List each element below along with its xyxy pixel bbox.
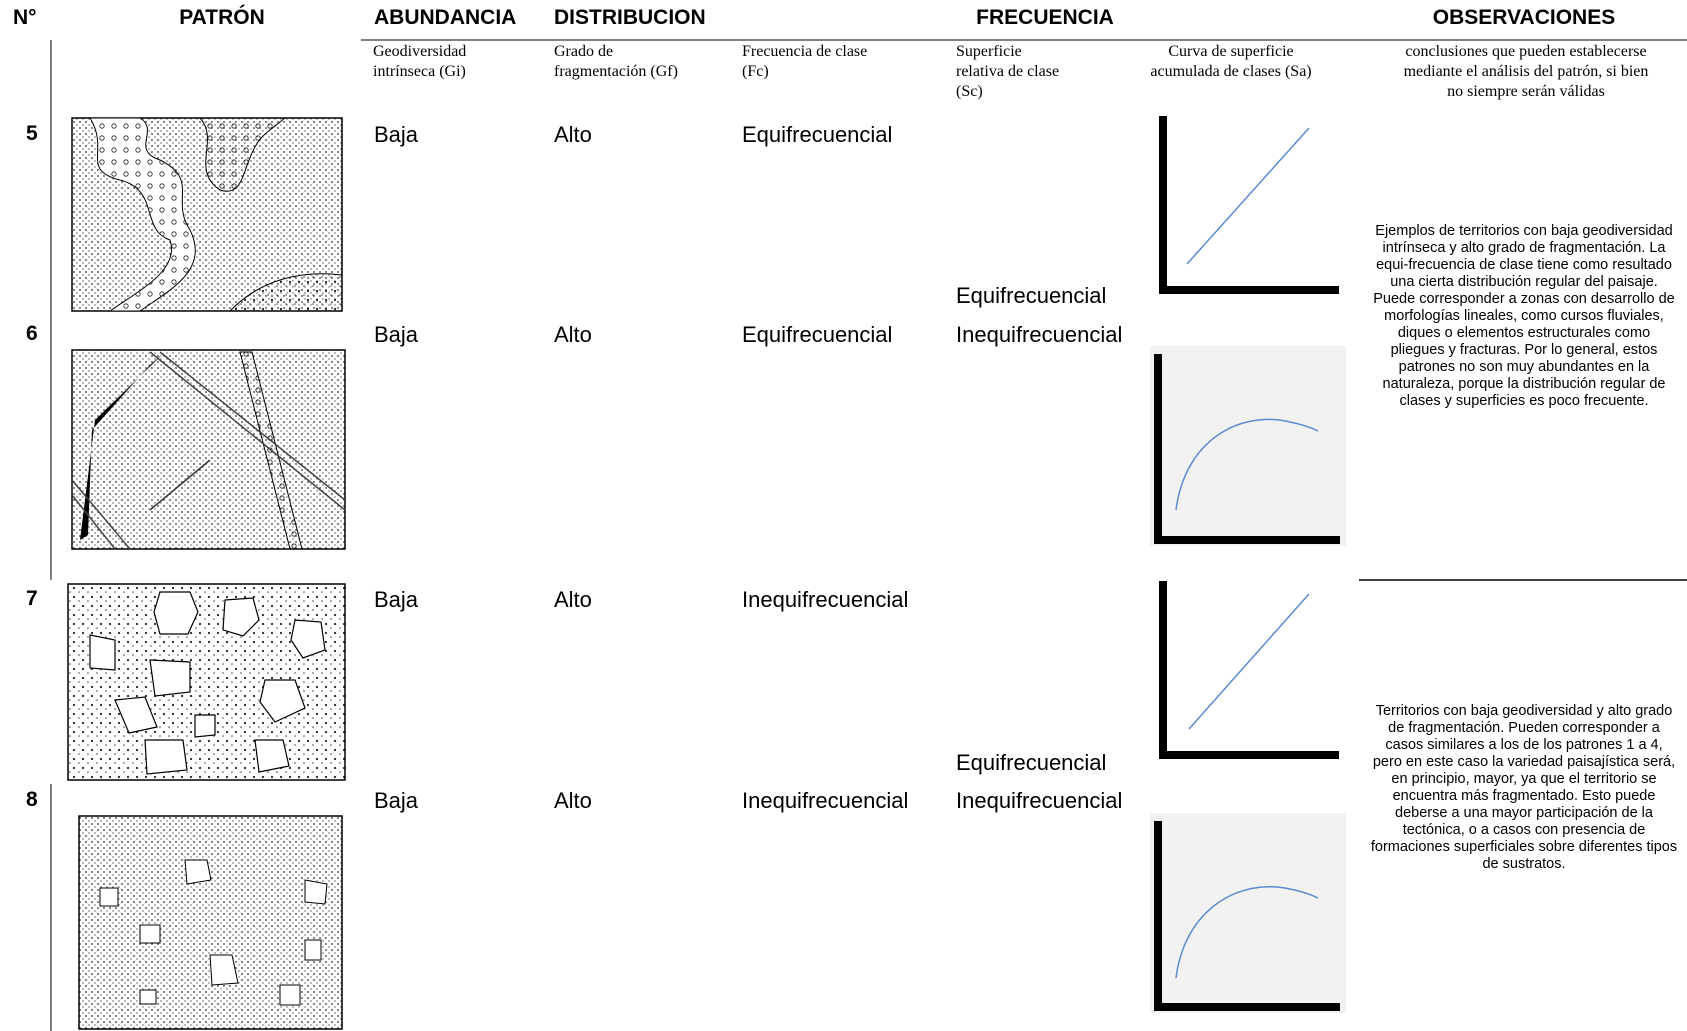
curve-graph [1163,581,1339,755]
column-subheader: (Sc) [956,82,983,102]
class-frequency: Equifrecuencial [742,122,892,148]
column-subheader: relativa de clase [956,62,1059,82]
pattern-image [79,816,342,1029]
pattern-image [72,118,342,311]
relative-surface: Inequifrecuencial [956,788,1122,814]
column-header: ABUNDANCIA [374,6,516,30]
distribution: Alto [554,322,592,348]
column-subheader: no siempre serán válidas [1447,82,1605,102]
pattern-image [68,584,345,780]
column-header: DISTRIBUCION [554,6,706,30]
column-subheader: intrínseca (Gi) [373,62,466,82]
abundance: Baja [374,587,418,613]
column-header: OBSERVACIONES [1433,6,1615,30]
column-subheader: fragmentación (Gf) [554,62,678,82]
observation: Territorios con baja geodiversidad y alt… [1369,703,1679,873]
distribution: Alto [554,788,592,814]
row-number: 8 [26,788,38,812]
relative-surface: Equifrecuencial [956,283,1106,309]
class-frequency: Inequifrecuencial [742,587,908,613]
column-subheader: (Fc) [742,62,769,82]
row-number: 6 [26,322,38,346]
observation: Ejemplos de territorios con baja geodive… [1369,223,1679,410]
relative-surface: Inequifrecuencial [956,322,1122,348]
column-subheader: Grado de [554,42,613,62]
page: {"header": {"columns": ["N°", "PATRÓN", … [0,0,1687,1031]
curve-graph [1163,116,1339,290]
column-header: PATRÓN [179,6,265,30]
distribution: Alto [554,122,592,148]
row-number: 7 [26,587,38,611]
column-subheader: Curva de superficie [1168,42,1293,62]
distribution: Alto [554,587,592,613]
column-subheader: Superficie [956,42,1022,62]
column-header: N° [13,6,37,30]
abundance: Baja [374,122,418,148]
column-subheader: acumulada de clases (Sa) [1150,62,1311,82]
pattern-image [72,350,345,549]
class-frequency: Inequifrecuencial [742,788,908,814]
curve-graph [1150,813,1346,1013]
abundance: Baja [374,788,418,814]
column-subheader: conclusiones que pueden establecerse [1405,42,1646,62]
row-number: 5 [26,122,38,146]
curve-graph [1150,346,1346,546]
column-subheader: Geodiversidad [373,42,466,62]
layout-graphics [0,0,1687,1031]
class-frequency: Equifrecuencial [742,322,892,348]
relative-surface: Equifrecuencial [956,750,1106,776]
column-subheader: Frecuencia de clase [742,42,867,62]
column-header: FRECUENCIA [976,6,1114,30]
column-subheader: mediante el análisis del patrón, si bien [1404,62,1649,82]
abundance: Baja [374,322,418,348]
